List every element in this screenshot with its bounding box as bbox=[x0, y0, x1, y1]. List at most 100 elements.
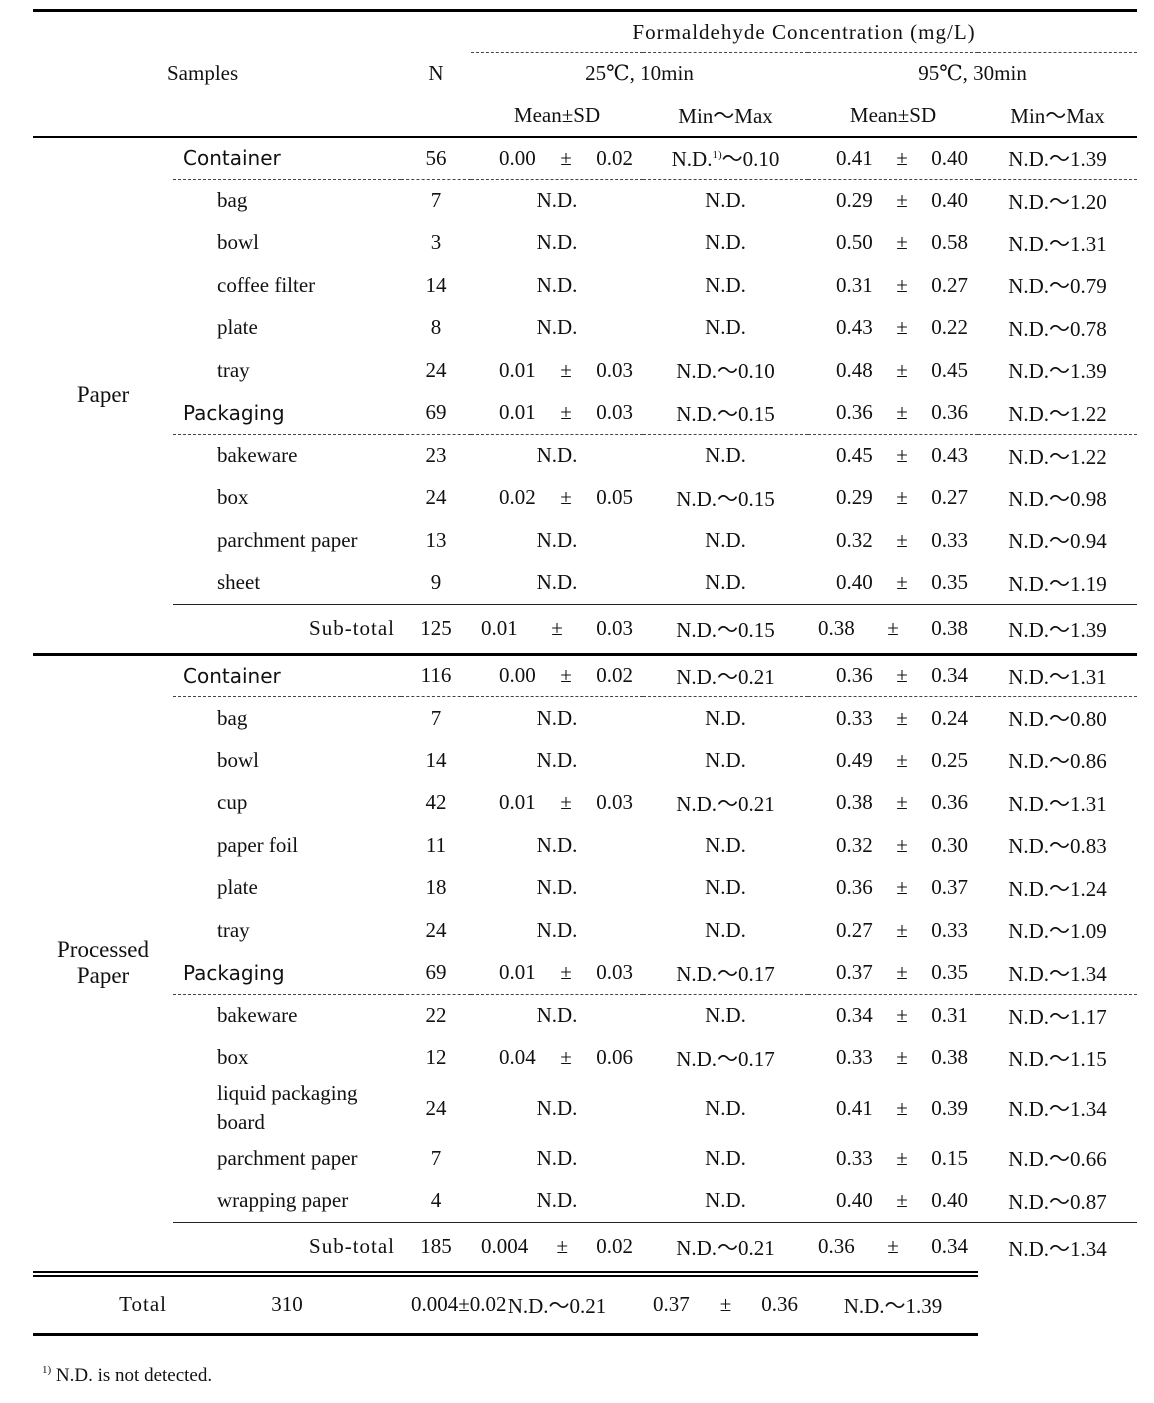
cell-text: bag bbox=[217, 705, 248, 730]
header-text: Min～Max bbox=[1010, 104, 1105, 128]
table-cell: parchment paper bbox=[173, 1137, 401, 1180]
cell-text: N.D. bbox=[536, 315, 578, 340]
table-row: Packaging 69 0.01 ±0.03 N.D.～0.17 0.37 ±0.35 N.… bbox=[33, 951, 1138, 995]
cell-part: 0.40 bbox=[931, 1188, 969, 1212]
cell-text: box bbox=[217, 1045, 249, 1070]
cell-text: 8 bbox=[430, 315, 442, 340]
table-cell: 3 bbox=[401, 222, 471, 265]
mean-sd: 0.29 ±0.40 bbox=[808, 188, 978, 213]
cell-part: ± bbox=[560, 1045, 572, 1070]
table-header: Samples N Formaldehyde Concentration (mg… bbox=[33, 10, 1138, 137]
table-cell: N.D. bbox=[643, 562, 808, 605]
mean-sd: 0.33 ±0.24 bbox=[808, 706, 978, 731]
cell-part: 0.02 bbox=[596, 663, 634, 688]
table-cell: N.D. bbox=[471, 1137, 643, 1180]
cell-part: 0.33 bbox=[836, 1145, 873, 1170]
cell-text: N.D.～1.15 bbox=[1008, 1046, 1107, 1071]
table-cell: N.D.～1.19 bbox=[978, 562, 1137, 605]
cell-part: 0.40 bbox=[836, 570, 873, 594]
table-cell: N.D. bbox=[471, 867, 643, 910]
table-cell: N.D. bbox=[643, 434, 808, 477]
table-row: liquid packaging board 24 N.D. N.D. 0.41 ±0.3… bbox=[33, 1079, 1137, 1137]
mean-sd: 0.00 ±0.02 bbox=[471, 663, 643, 688]
table-cell: N.D. bbox=[643, 739, 808, 782]
table-cell: 0.40 ±0.40 bbox=[808, 1180, 978, 1223]
cell-part: 0.00 bbox=[499, 145, 536, 170]
mean-sd: 0.37 ±0.35 bbox=[808, 960, 978, 985]
cell-text: N.D. bbox=[705, 230, 746, 255]
cell-text: N.D. bbox=[536, 570, 578, 594]
table-cell: N.D.～0.79 bbox=[978, 264, 1137, 307]
table-cell: 0.34 ±0.31 bbox=[808, 994, 978, 1037]
cell-text: N.D. bbox=[705, 1003, 746, 1027]
table-cell: 14 bbox=[401, 739, 471, 782]
cell-text: N.D. bbox=[536, 1003, 578, 1027]
cell-text: N.D.～1.34 bbox=[1008, 961, 1107, 986]
table-cell: 24 bbox=[401, 477, 471, 520]
cell-text: N.D. bbox=[705, 188, 746, 212]
cell-text: N.D.～0.17 bbox=[676, 961, 775, 986]
cell-text: N.D. bbox=[536, 832, 578, 857]
table-cell: 0.004 ±0.02 bbox=[471, 1221, 644, 1274]
cell-text: N.D.～1.22 bbox=[1008, 401, 1107, 426]
table-cell: 14 bbox=[401, 264, 471, 307]
table-cell: N.D. bbox=[643, 519, 808, 562]
cell-text: N.D. bbox=[536, 1188, 578, 1212]
table-cell: N.D.～0.15 bbox=[643, 391, 809, 435]
table-cell: 0.45 ±0.43 bbox=[808, 434, 978, 477]
cell-part: 0.02 bbox=[469, 1292, 507, 1316]
group-label-text: Paper bbox=[76, 382, 130, 407]
table-cell: N.D.～0.78 bbox=[978, 307, 1137, 350]
table-cell: N.D.～0.83 bbox=[978, 824, 1137, 867]
cell-part: 0.36 bbox=[836, 663, 873, 688]
table-cell: sheet bbox=[173, 562, 401, 605]
cell-part: 0.37 bbox=[653, 1292, 690, 1316]
table-cell: bakeware bbox=[173, 994, 401, 1037]
table-cell: 24 bbox=[401, 1079, 471, 1137]
cell-text: 310 bbox=[271, 1292, 303, 1316]
cell-part: 0.33 bbox=[836, 705, 873, 730]
cell-part: 0.03 bbox=[596, 790, 634, 815]
table-cell: 0.33 ±0.15 bbox=[808, 1137, 978, 1180]
cell-part: 0.004 bbox=[481, 1234, 529, 1258]
header-text: Samples bbox=[167, 61, 239, 86]
mean-sd: 0.40 ±0.40 bbox=[808, 1188, 978, 1213]
table-cell: Total bbox=[33, 1270, 173, 1336]
cell-part: ± bbox=[896, 400, 908, 424]
cell-text: N.D.～1.09 bbox=[1008, 919, 1107, 944]
cell-part: 0.37 bbox=[836, 960, 873, 984]
table-cell: Sub-total bbox=[173, 603, 402, 654]
cell-part: 0.36 bbox=[931, 790, 969, 815]
table-cell: liquid packaging board bbox=[173, 1079, 401, 1137]
cell-text: 24 bbox=[425, 1095, 447, 1120]
table-row: cup 42 0.01 ±0.03 N.D.～0.21 0.38 ±0.36 N.D.～1.3… bbox=[33, 782, 1137, 825]
cell-part: ± bbox=[560, 400, 572, 424]
cell-text: Packaging bbox=[183, 960, 285, 985]
table-cell: N.D.～1.39 bbox=[978, 603, 1138, 654]
header-cell: 25℃, 10min bbox=[471, 53, 808, 95]
cell-part: ± bbox=[556, 1234, 569, 1258]
cell-part: 0.38 bbox=[931, 616, 969, 640]
table-cell: parchment paper bbox=[173, 519, 401, 562]
table-cell: box bbox=[173, 1037, 401, 1080]
table-cell: 9 bbox=[401, 562, 471, 605]
cell-text: Packaging bbox=[183, 400, 285, 425]
table-cell: N.D. bbox=[471, 434, 643, 477]
cell-part: 0.24 bbox=[931, 705, 969, 730]
cell-text: N.D. bbox=[705, 315, 746, 340]
mean-sd: 0.01 ±0.03 bbox=[471, 358, 643, 383]
cell-text: wrapping paper bbox=[217, 1188, 349, 1212]
cell-text: N.D.～1.20 bbox=[1008, 189, 1107, 214]
cell-text: N.D.～0.66 bbox=[1008, 1147, 1107, 1172]
table-cell: N.D. bbox=[471, 994, 643, 1037]
cell-text: 13 bbox=[425, 527, 447, 552]
cell-text: N.D.～1.31 bbox=[1008, 231, 1107, 256]
cell-text: N.D. bbox=[536, 230, 578, 255]
cell-part: ± bbox=[896, 315, 908, 340]
mean-sd: 0.37 ±0.36 bbox=[643, 1292, 808, 1317]
cell-text: N.D.～0.15 bbox=[676, 401, 775, 426]
cell-text: N.D.～0.21 bbox=[676, 1235, 775, 1260]
cell-part: ± bbox=[551, 616, 563, 640]
table-cell: N.D. bbox=[471, 179, 643, 222]
table-cell: tray bbox=[173, 909, 401, 952]
